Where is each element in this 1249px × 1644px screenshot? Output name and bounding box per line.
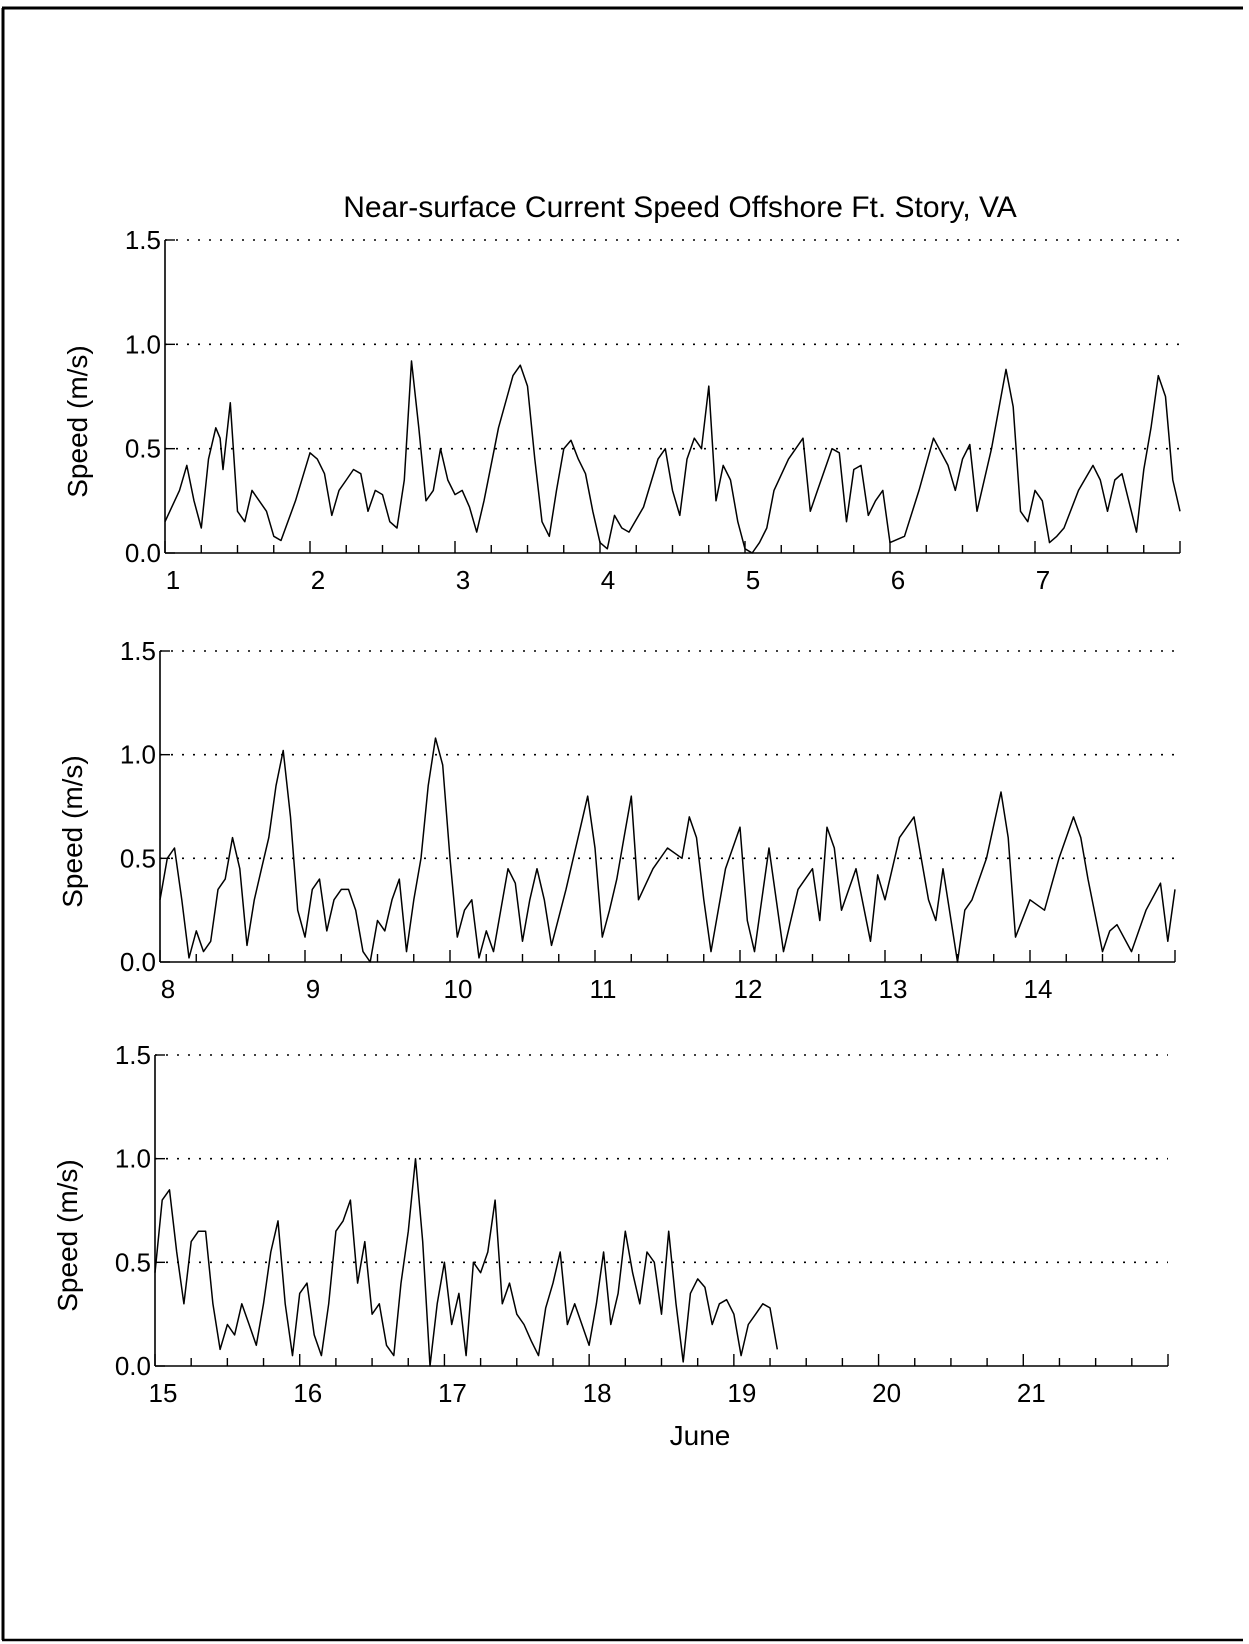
x-tick-label-1-4: 12 xyxy=(734,974,763,1004)
x-tick-label-1-6: 14 xyxy=(1024,974,1053,1004)
panel-days-15-21: 0.0 0.5 1.0 1.5 15 16 17 18 19 20 21 Speed (m/s) xyxy=(52,1040,1169,1408)
x-tick-label-0-6: 7 xyxy=(1036,565,1050,595)
x-tick-label-1-0: 8 xyxy=(161,974,175,1004)
x-tick-label-2-2: 17 xyxy=(438,1378,467,1408)
y-tick-label-0-2: 1.0 xyxy=(125,329,161,359)
y-tick-label-0-3: 1.5 xyxy=(125,225,161,255)
speed-series-line-1-0 xyxy=(159,737,1176,963)
y-tick-label-0-0: 0.0 xyxy=(125,538,161,568)
x-tick-label-0-4: 5 xyxy=(746,565,760,595)
y-tick-label-2-1: 0.5 xyxy=(115,1247,151,1277)
x-tick-label-1-1: 9 xyxy=(306,974,320,1004)
x-tick-label-0-1: 2 xyxy=(311,565,325,595)
y-tick-label-0-1: 0.5 xyxy=(125,434,161,464)
x-tick-label-0-5: 6 xyxy=(891,565,905,595)
y-tick-label-1-3: 1.5 xyxy=(120,636,156,666)
x-tick-label-2-1: 16 xyxy=(293,1378,322,1408)
x-tick-label-1-5: 13 xyxy=(879,974,908,1004)
x-tick-label-0-2: 3 xyxy=(456,565,470,595)
y-axis-label-0: Speed (m/s) xyxy=(62,345,93,498)
speed-series-line-2-0 xyxy=(154,1157,779,1367)
panel-days-1-7: 0.0 0.5 1.0 1.5 1 2 3 4 5 6 7 Speed (m/s) xyxy=(62,225,1181,595)
x-tick-label-1-2: 10 xyxy=(444,974,473,1004)
y-tick-label-2-3: 1.5 xyxy=(115,1040,151,1070)
y-tick-label-2-2: 1.0 xyxy=(115,1144,151,1174)
y-tick-label-1-2: 1.0 xyxy=(120,740,156,770)
chart-title: Near-surface Current Speed Offshore Ft. … xyxy=(343,191,1017,224)
x-tick-label-2-0: 15 xyxy=(149,1378,178,1408)
x-tick-label-2-3: 18 xyxy=(583,1378,612,1408)
x-tick-label-2-5: 20 xyxy=(872,1378,901,1408)
speed-series-line-0-0 xyxy=(164,360,1181,554)
y-tick-label-1-1: 0.5 xyxy=(120,843,156,873)
y-axis-label-2: Speed (m/s) xyxy=(52,1159,83,1312)
x-tick-label-2-6: 21 xyxy=(1017,1378,1046,1408)
x-tick-label-2-4: 19 xyxy=(727,1378,756,1408)
y-tick-label-1-0: 0.0 xyxy=(120,947,156,977)
x-tick-label-1-3: 11 xyxy=(590,974,617,1004)
x-axis-label: June xyxy=(670,1420,731,1451)
x-tick-label-0-3: 4 xyxy=(601,565,615,595)
y-axis-label-1: Speed (m/s) xyxy=(57,755,88,908)
panel-days-8-14: 0.0 0.5 1.0 1.5 8 9 10 11 12 13 14 Speed (m/s) xyxy=(57,636,1176,1004)
x-tick-label-0-0: 1 xyxy=(166,565,180,595)
y-tick-label-2-0: 0.0 xyxy=(115,1351,151,1381)
